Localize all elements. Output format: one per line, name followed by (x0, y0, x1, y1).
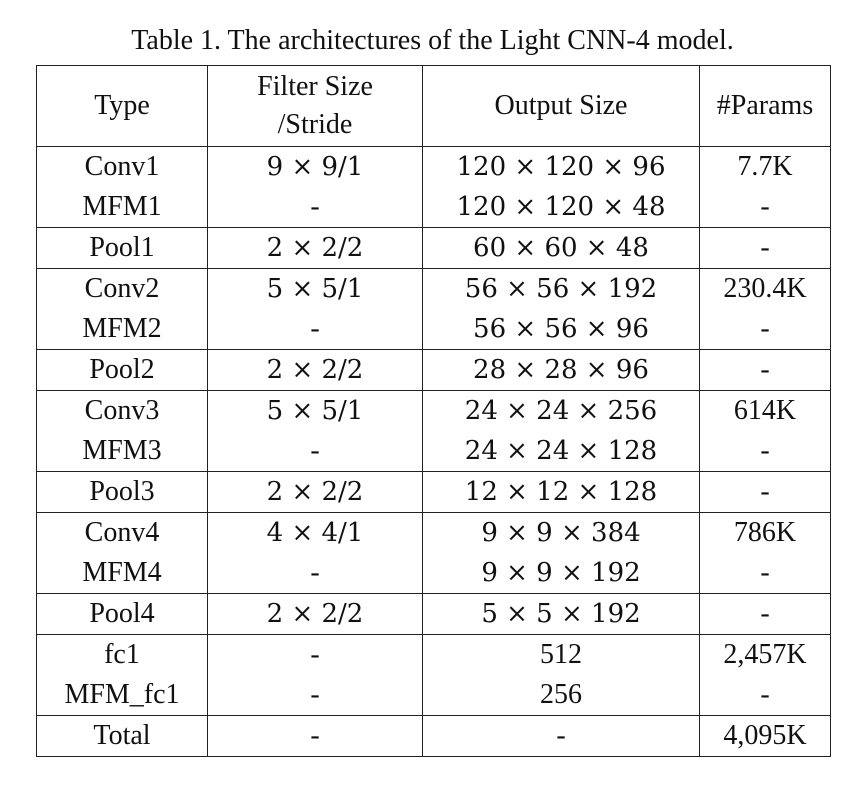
cell-params: - (699, 431, 831, 472)
table-row: Total - -4,095K (36, 715, 831, 757)
cell-type: MFM4 (36, 553, 208, 594)
table-row: Conv2 5 × 5/1 56 × 56 × 192 230.4K (36, 268, 831, 309)
cell-type: Conv3 (36, 390, 208, 431)
table-row: Pool1 2 × 2/2 60 × 60 × 48- (36, 227, 831, 269)
cell-params: - (699, 471, 831, 513)
cell-params: 2,457K (699, 634, 831, 675)
cell-output-size: 9 × 9 × 192 (422, 553, 700, 594)
cell-filter-size: 5 × 5/1 (207, 390, 423, 431)
cell-output-size: 24 × 24 × 128 (422, 431, 700, 472)
cell-filter-size: - (207, 715, 423, 757)
header-filter-size: Filter Size /Stride (207, 65, 423, 147)
table-row: Conv4 4 × 4/1 9 × 9 × 384 786K (36, 512, 831, 553)
table-row: Pool2 2 × 2/2 28 × 28 × 96- (36, 349, 831, 391)
cell-type: Conv1 (36, 146, 208, 187)
cell-params: 4,095K (699, 715, 831, 757)
cell-params: 230.4K (699, 268, 831, 309)
cell-type: Total (36, 715, 208, 757)
cell-filter-size: - (207, 431, 423, 472)
cell-output-size: 56 × 56 × 96 (422, 309, 700, 350)
cell-type: Conv4 (36, 512, 208, 553)
cell-type: Conv2 (36, 268, 208, 309)
cell-output-size: 24 × 24 × 256 (422, 390, 700, 431)
cell-params: 7.7K (699, 146, 831, 187)
cell-type: MFM2 (36, 309, 208, 350)
cell-params: - (699, 349, 831, 391)
cell-filter-size: - (207, 553, 423, 594)
cell-params: - (699, 553, 831, 594)
cell-params: - (699, 187, 831, 228)
cell-filter-size: - (207, 309, 423, 350)
cell-filter-size: - (207, 187, 423, 228)
cell-type: MFM3 (36, 431, 208, 472)
cell-type: Pool1 (36, 227, 208, 269)
table-row: Conv1 9 × 9/1 120 × 120 × 96 7.7K (36, 146, 831, 187)
cell-output-size: 28 × 28 × 96 (422, 349, 700, 391)
cell-filter-size: - (207, 634, 423, 675)
table-row: MFM4-9 × 9 × 192- (36, 553, 831, 594)
table-row: MFM1-120 × 120 × 48- (36, 187, 831, 228)
table-row: fc1-512 2,457K (36, 634, 831, 675)
cell-output-size: 12 × 12 × 128 (422, 471, 700, 513)
cell-output-size: - (422, 715, 700, 757)
cell-output-size: 60 × 60 × 48 (422, 227, 700, 269)
table-row: MFM_fc1-256- (36, 675, 831, 716)
cell-output-size: 9 × 9 × 384 (422, 512, 700, 553)
cell-filter-size: 2 × 2/2 (207, 471, 423, 513)
table-row: Pool4 2 × 2/2 5 × 5 × 192- (36, 593, 831, 635)
cell-output-size: 56 × 56 × 192 (422, 268, 700, 309)
table-caption: Table 1. The architectures of the Light … (131, 25, 734, 56)
cell-filter-size: 2 × 2/2 (207, 349, 423, 391)
cell-params: 786K (699, 512, 831, 553)
cell-output-size: 120 × 120 × 96 (422, 146, 700, 187)
cell-params: - (699, 593, 831, 635)
cell-filter-size: 9 × 9/1 (207, 146, 423, 187)
cell-params: - (699, 309, 831, 350)
cell-type: fc1 (36, 634, 208, 675)
table-row: Pool3 2 × 2/2 12 × 12 × 128- (36, 471, 831, 513)
cell-filter-size: 2 × 2/2 (207, 227, 423, 269)
cell-output-size: 5 × 5 × 192 (422, 593, 700, 635)
table-body: Conv1 9 × 9/1 120 × 120 × 96 7.7K MFM1-120 ×… (36, 146, 831, 757)
header-row: Type Filter Size /Stride Output Size #Pa… (36, 65, 831, 147)
cell-params: - (699, 227, 831, 269)
cell-filter-size: 2 × 2/2 (207, 593, 423, 635)
cell-filter-size: 5 × 5/1 (207, 268, 423, 309)
cell-output-size: 120 × 120 × 48 (422, 187, 700, 228)
header-params: #Params (699, 65, 831, 147)
cell-filter-size: - (207, 675, 423, 716)
architecture-table: Type Filter Size /Stride Output Size #Pa… (36, 65, 831, 757)
cell-type: Pool3 (36, 471, 208, 513)
cell-params: - (699, 675, 831, 716)
cell-output-size: 512 (422, 634, 700, 675)
cell-type: Pool4 (36, 593, 208, 635)
table-row: MFM3-24 × 24 × 128- (36, 431, 831, 472)
table-row: Conv3 5 × 5/1 24 × 24 × 256 614K (36, 390, 831, 431)
table-header: Type Filter Size /Stride Output Size #Pa… (36, 65, 831, 147)
table-row: MFM2-56 × 56 × 96- (36, 309, 831, 350)
cell-filter-size: 4 × 4/1 (207, 512, 423, 553)
cell-type: MFM1 (36, 187, 208, 228)
cell-type: MFM_fc1 (36, 675, 208, 716)
header-output-size: Output Size (422, 65, 700, 147)
cell-output-size: 256 (422, 675, 700, 716)
cell-type: Pool2 (36, 349, 208, 391)
cell-params: 614K (699, 390, 831, 431)
header-type: Type (36, 65, 208, 147)
